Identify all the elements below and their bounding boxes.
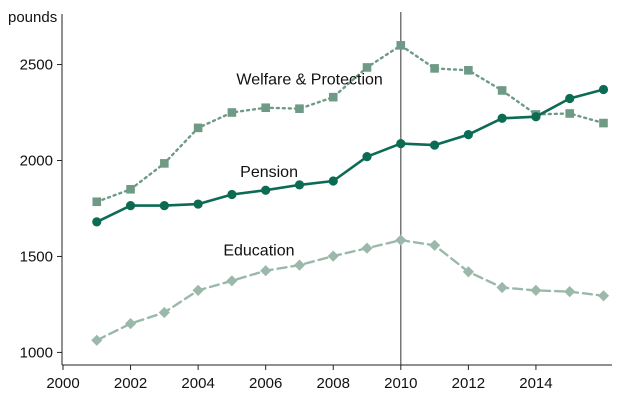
pension-point (92, 217, 102, 227)
education-point (91, 334, 103, 346)
x-tick-label: 2008 (317, 375, 350, 392)
education-point (293, 259, 306, 271)
pension-point (362, 152, 372, 162)
pension-point (565, 93, 575, 104)
education-point (327, 250, 339, 262)
series-label-layer: Welfare & Protection Pension Education (223, 72, 382, 260)
x-tick-label: 2004 (181, 375, 214, 392)
education-line (95, 238, 605, 342)
pension-point (328, 176, 338, 186)
y-tick-label: 1000 (20, 344, 53, 361)
welfare-protection-point (430, 64, 439, 73)
welfare-protection-label: Welfare & Protection (236, 72, 382, 89)
series-layer (91, 41, 610, 346)
pension-point (531, 112, 541, 122)
welfare-protection-point (599, 118, 608, 128)
education-point (192, 284, 204, 296)
welfare-protection-point (328, 92, 338, 102)
x-tick-label: 2010 (384, 375, 417, 392)
welfare-protection-point (92, 197, 102, 207)
pension-label: Pension (240, 164, 298, 181)
education-point (597, 290, 610, 302)
x-tick-label: 2014 (519, 375, 552, 392)
welfare-protection-line (95, 44, 605, 204)
x-tick-label: 2006 (249, 375, 282, 392)
welfare-protection-point (295, 104, 304, 113)
welfare-protection-point (362, 63, 372, 72)
welfare-protection-point (126, 184, 135, 194)
y-unit-label: pounds (8, 9, 57, 26)
pension-point (159, 200, 169, 211)
education-series (91, 234, 610, 346)
education-point (361, 242, 373, 254)
education-point (158, 306, 170, 319)
welfare-protection-point (227, 108, 237, 117)
welfare-protection-point (497, 86, 507, 95)
pension-point (396, 139, 406, 149)
education-point (226, 275, 238, 287)
pension-series (92, 84, 609, 227)
education-point (530, 284, 542, 296)
x-tick-label: 2002 (114, 375, 147, 392)
pension-point (294, 180, 305, 190)
welfare-protection-series (92, 41, 608, 207)
pension-point (193, 199, 203, 209)
x-tick-label: 2012 (452, 375, 485, 392)
pension-line (95, 88, 605, 224)
welfare-protection-point (396, 41, 406, 50)
y-tick-label: 1500 (20, 248, 53, 265)
education-point (462, 266, 474, 278)
education-point (564, 286, 576, 298)
education-label: Education (223, 242, 294, 259)
education-point (395, 234, 407, 246)
y-tick-label: 2500 (20, 57, 53, 74)
pension-point (125, 200, 136, 211)
welfare-protection-point (193, 123, 203, 133)
pension-point (227, 189, 237, 200)
welfare-protection-point (160, 159, 169, 168)
pension-point (429, 140, 440, 150)
welfare-protection-point (261, 103, 270, 113)
pension-point (463, 129, 473, 140)
education-point (429, 239, 441, 251)
education-point (496, 281, 508, 294)
education-point (125, 318, 137, 330)
pension-point (497, 113, 507, 123)
welfare-protection-point (464, 66, 473, 75)
y-tick-label: 2000 (20, 152, 53, 169)
pension-point (598, 84, 609, 95)
axes-layer: 1000 1500 2000 2500 2000 2002 2004 2006 2008 2010… (20, 14, 612, 392)
pension-point (261, 185, 271, 195)
welfare-protection-point (565, 109, 575, 118)
x-tick-label: 2000 (46, 375, 79, 392)
education-point (260, 265, 272, 277)
